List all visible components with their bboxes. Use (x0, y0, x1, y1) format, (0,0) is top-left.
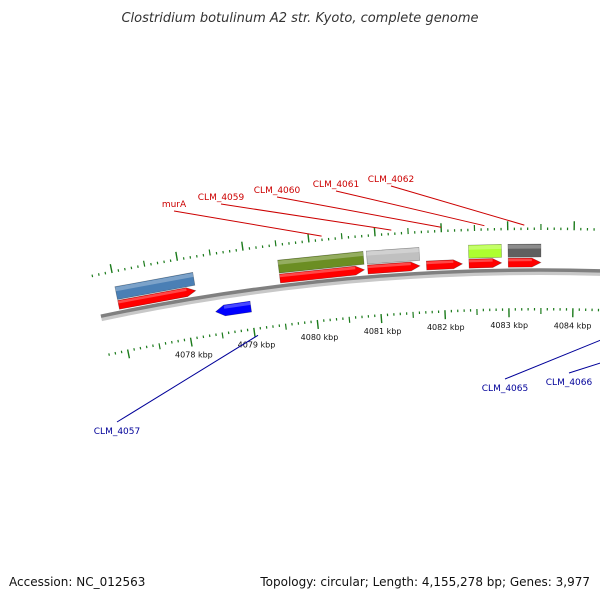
genome-summary-text: Topology: circular; Length: 4,155,278 bp… (259, 575, 590, 589)
inner-tick-mark (284, 323, 287, 330)
accession-text: Accession: NC_012563 (9, 575, 145, 589)
inner-tick-mark (189, 337, 193, 347)
gene-label-leader (116, 334, 259, 423)
tick-label: 4079 kbp (238, 341, 276, 350)
outer-tick-mark (208, 249, 211, 256)
gene-label-leader (220, 203, 392, 231)
gene-label: CLM_4060 (254, 186, 301, 196)
gene-label: murA (162, 200, 187, 210)
tick-label: 4084 kbp (554, 321, 592, 330)
gene-label: CLM_4066 (546, 378, 593, 388)
outer-tick-mark (175, 251, 179, 261)
gene-label-leader (390, 185, 525, 226)
inner-tick-mark (253, 327, 256, 337)
gene-label: CLM_4062 (368, 175, 414, 185)
gene-feature-highlight (117, 288, 187, 304)
inner-tick-ring (108, 307, 600, 359)
gene-label-leader (504, 339, 600, 380)
genome-backbone (100, 268, 600, 318)
gene-feature-highlight (426, 260, 454, 265)
gene-labels: murA CLM_4059 CLM_4060 CLM_4061 CLM_4062 CLM_… (94, 175, 600, 437)
gene-feature (507, 257, 542, 268)
gene-feature-highlight (277, 251, 364, 265)
tick-label: 4078 kbp (175, 350, 213, 359)
gene-feature-highlight (223, 301, 251, 309)
gene-label-leader (568, 362, 600, 374)
tick-label: 4080 kbp (301, 333, 339, 342)
gene-label-leader (173, 210, 322, 237)
gene-feature-highlight (366, 248, 420, 256)
outer-tick-mark (307, 233, 310, 243)
gene-feature (367, 261, 421, 275)
outer-tick-mark (109, 264, 113, 274)
inner-tick-mark (380, 314, 383, 324)
outer-tick-mark (373, 227, 376, 237)
gene-features (114, 243, 542, 317)
outer-tick-mark (142, 260, 146, 267)
gene-feature (215, 300, 252, 317)
gene-feature-highlight (468, 259, 493, 263)
gene-feature (114, 272, 196, 300)
gene-feature-highlight (507, 244, 541, 249)
inner-tick-mark (348, 316, 351, 323)
map-title: Clostridium botulinum A2 str. Kyoto, com… (121, 11, 478, 26)
inner-tick-mark (108, 353, 110, 356)
tick-label: 4082 kbp (427, 323, 465, 332)
gene-label: CLM_4061 (313, 180, 359, 190)
inner-tick-mark (221, 332, 224, 339)
outer-tick-mark (91, 274, 94, 278)
tick-label: 4081 kbp (364, 327, 402, 336)
gene-feature-highlight (115, 273, 194, 292)
gene-label-leader (276, 196, 442, 228)
outer-tick-mark (274, 240, 277, 247)
gene-feature-highlight (279, 266, 356, 278)
outer-tick-mark (97, 273, 100, 276)
gene-feature-highlight (367, 262, 411, 269)
genome-backbone-shadow (100, 269, 600, 322)
outer-tick-mark (241, 241, 244, 251)
gene-feature-highlight (468, 244, 502, 250)
gene-feature-highlight (508, 258, 532, 262)
gene-label: CLM_4057 (94, 427, 140, 437)
gene-feature (507, 243, 542, 258)
outer-tick-mark (340, 233, 343, 240)
inner-tick-mark (120, 350, 123, 354)
gene-label: CLM_4065 (482, 384, 528, 394)
gene-feature (277, 251, 365, 274)
gene-label: CLM_4059 (198, 193, 245, 203)
inner-tick-mark (114, 351, 117, 355)
inner-tick-mark (158, 343, 161, 350)
tick-labels: 4078 kbp 4079 kbp 4080 kbp 4081 kbp 4082 kbp… (175, 321, 592, 359)
inner-tick-mark (316, 319, 319, 330)
outer-tick-ring (91, 221, 595, 278)
tick-label: 4083 kbp (490, 321, 528, 330)
gene-feature (279, 265, 366, 284)
gene-feature (468, 258, 503, 269)
gene-feature (117, 287, 197, 310)
gene-label-leader (335, 190, 485, 227)
outer-tick-mark (104, 271, 107, 275)
gene-feature (468, 244, 502, 259)
inner-tick-mark (126, 349, 131, 359)
gene-feature (365, 247, 420, 265)
gene-feature (425, 259, 464, 271)
